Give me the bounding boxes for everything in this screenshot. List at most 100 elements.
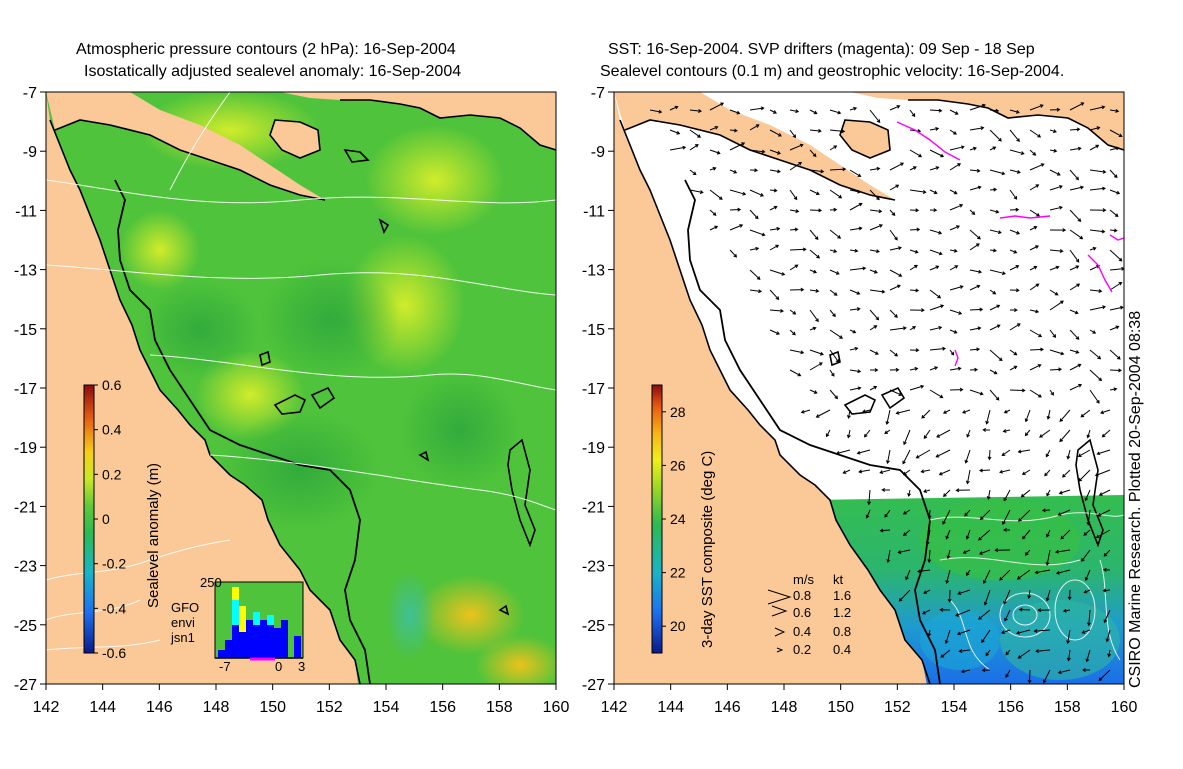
velocity-arrow — [955, 609, 971, 617]
velocity-arrow — [969, 284, 981, 291]
velocity-arrow — [1009, 149, 1025, 155]
velocity-arrow — [889, 326, 907, 331]
velocity-arrow — [949, 163, 962, 171]
velocity-arrow — [989, 129, 1002, 142]
velocity-arrow — [1109, 169, 1118, 179]
velocity-arrow — [949, 309, 963, 315]
velocity-arrow — [1003, 589, 1011, 605]
lat-tick-label: -23 — [14, 559, 37, 576]
velocity-arrow — [1109, 129, 1123, 137]
velocity-arrow — [969, 389, 984, 396]
right-land — [614, 92, 1124, 684]
velocity-arrow — [929, 166, 940, 171]
lat-tick-label: -27 — [14, 677, 37, 694]
velocity-arrow — [1009, 349, 1018, 356]
velocity-arrow — [902, 449, 911, 465]
velocity-arrow — [869, 385, 878, 391]
velocity-arrow — [789, 247, 807, 252]
velocity-arrow — [1043, 669, 1051, 684]
velocity-arrow — [709, 225, 719, 231]
colorbar-tick-label: 0.4 — [102, 422, 122, 438]
left-land — [46, 92, 556, 684]
velocity-arrow — [749, 189, 764, 197]
histogram-ytick: 250 — [200, 575, 222, 590]
velocity-legend-header-ms: m/s — [793, 572, 814, 587]
velocity-arrow — [1017, 449, 1031, 454]
credit-text: CSIRO Marine Research. Plotted 20-Sep-20… — [1127, 310, 1144, 688]
velocity-arrow — [978, 549, 991, 555]
velocity-arrow — [849, 106, 858, 111]
velocity-arrow — [849, 189, 862, 194]
velocity-arrow — [929, 265, 940, 271]
velocity-arrow — [769, 169, 781, 174]
velocity-arrow — [829, 389, 839, 400]
velocity-arrow — [923, 489, 931, 493]
velocity-arrow — [1089, 289, 1103, 293]
velocity-arrow — [1029, 265, 1038, 271]
velocity-legend-row4-kt: 0.4 — [833, 642, 851, 657]
velocity-arrow — [989, 289, 997, 295]
velocity-arrow — [1049, 148, 1058, 153]
velocity-arrow — [829, 269, 840, 275]
histogram-xtick-3: 3 — [298, 659, 305, 674]
velocity-arrow — [889, 349, 899, 357]
velocity-arrow — [849, 386, 862, 391]
velocity-arrow — [789, 369, 802, 377]
velocity-arrow — [1024, 429, 1031, 437]
velocity-arrow — [982, 427, 991, 432]
velocity-arrow — [1089, 126, 1101, 131]
velocity-arrow — [749, 229, 766, 237]
velocity-arrow — [909, 288, 920, 293]
velocity-arrow — [815, 409, 831, 418]
velocity-arrow — [964, 449, 971, 464]
velocity-arrow — [1089, 369, 1103, 382]
velocity-arrow — [1029, 364, 1042, 371]
velocity-arrow — [1069, 249, 1080, 263]
lat-tick-label: -11 — [15, 203, 37, 220]
histogram-xtick-neg7: -7 — [219, 659, 231, 674]
velocity-arrow — [929, 304, 945, 311]
velocity-arrow — [947, 589, 952, 603]
velocity-arrow — [749, 209, 759, 220]
lon-tick-label: 142 — [33, 699, 60, 716]
colorbar-tick-label: 0.6 — [102, 377, 122, 393]
velocity-arrow — [1069, 169, 1080, 181]
velocity-arrow — [789, 143, 804, 151]
lat-tick-label: -21 — [14, 499, 37, 516]
velocity-arrow — [1109, 109, 1120, 113]
velocity-arrow — [889, 269, 903, 277]
velocity-arrow — [1061, 469, 1071, 478]
velocity-arrow — [869, 289, 886, 294]
sealevel-contours — [929, 512, 1124, 671]
velocity-arrow — [1069, 127, 1081, 132]
velocity-arrow — [1109, 228, 1118, 233]
lon-tick-label: 152 — [316, 699, 343, 716]
velocity-arrow — [1089, 389, 1100, 404]
velocity-arrow — [989, 229, 1002, 235]
velocity-arrow — [1084, 569, 1091, 582]
velocity-arrow — [1049, 205, 1063, 211]
velocity-arrow — [909, 166, 917, 171]
velocity-arrow — [749, 149, 766, 154]
velocity-arrow — [809, 229, 819, 241]
velocity-arrow — [689, 169, 697, 176]
velocity-arrow — [929, 289, 942, 299]
velocity-arrow — [1004, 609, 1011, 622]
velocity-arrow — [987, 449, 992, 461]
velocity-arrow — [1009, 109, 1020, 114]
velocity-arrow — [1086, 509, 1091, 526]
velocity-arrow — [849, 329, 857, 334]
velocity-arrow — [1069, 309, 1079, 315]
velocity-arrow — [1041, 508, 1051, 513]
velocity-arrow — [865, 509, 871, 519]
velocity-arrow — [709, 149, 721, 155]
velocity-arrow — [769, 308, 784, 313]
velocity-arrow — [1045, 449, 1051, 458]
velocity-arrow — [749, 269, 761, 280]
velocity-arrow — [1049, 169, 1061, 176]
velocity-arrow — [909, 227, 921, 232]
velocity-arrow — [1069, 283, 1081, 291]
velocity-arrow — [949, 145, 965, 151]
velocity-arrow — [809, 288, 820, 293]
velocity-arrow — [858, 469, 871, 474]
